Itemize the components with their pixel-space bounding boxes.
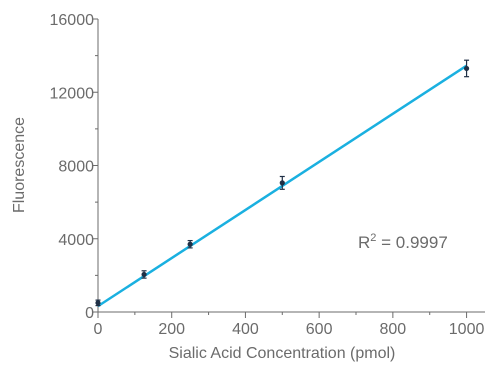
r-squared-value: = 0.9997 [376,233,447,252]
r-squared-annotation: R2 = 0.9997 [358,232,448,252]
y-tick-label-16000: 16000 [50,12,95,29]
x-tick-label-1000: 1000 [449,321,485,338]
data-point-0 [95,300,101,306]
data-point-3 [279,180,285,186]
data-point-4 [463,65,470,72]
y-tick-label-4000: 4000 [58,232,94,249]
y-tick-label-8000: 8000 [58,159,94,176]
x-tick-label-800: 800 [380,321,407,338]
y-axis-title: Fluorescence [11,117,28,213]
x-axis: 0 200 400 600 800 1000 [94,311,485,338]
data-point-2 [187,241,193,247]
y-axis: 0 4000 8000 12000 16000 [50,12,99,322]
data-point-1 [141,271,147,278]
x-axis-title: Sialic Acid Concentration (pmol) [169,345,396,362]
x-tick-label-0: 0 [94,321,103,338]
x-tick-label-200: 200 [158,321,185,338]
r-squared-main: R [358,233,370,252]
x-tick-label-600: 600 [306,321,333,338]
r-squared-superscript: 2 [370,232,376,244]
data-points [95,59,470,307]
y-tick-label-0: 0 [85,305,94,322]
y-tick-label-12000: 12000 [50,85,95,102]
x-tick-label-400: 400 [232,321,259,338]
